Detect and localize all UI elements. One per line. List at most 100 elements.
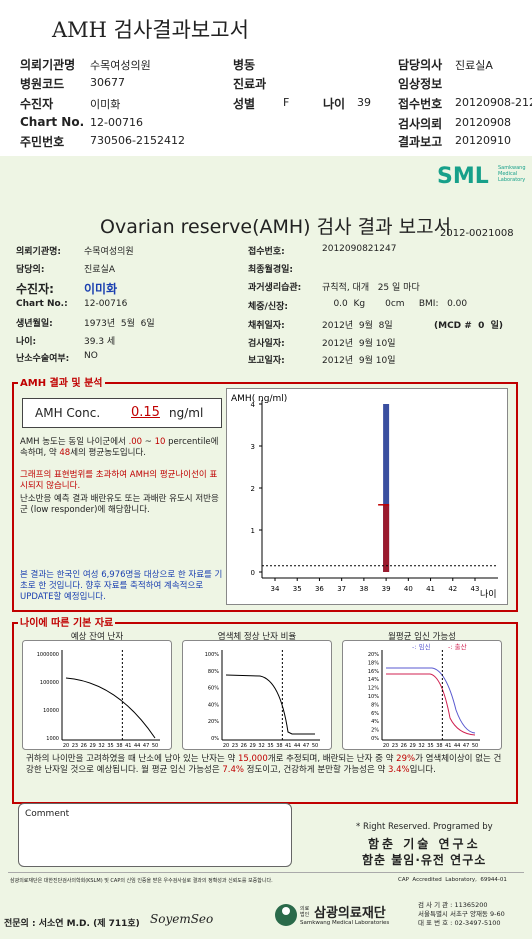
field-label: 수진자: [20, 97, 54, 111]
y-tick-label: 10%: [368, 694, 379, 700]
field-label: 병동: [233, 58, 256, 72]
logo-line: Laboratory: [498, 177, 526, 183]
field-value: F: [283, 96, 290, 109]
y-tick-label: 8%: [371, 702, 379, 708]
x-tick-label: 23: [392, 743, 398, 749]
x-tick-label: 20: [223, 743, 229, 749]
x-tick-label: 36: [315, 585, 324, 593]
curve: [225, 674, 315, 735]
x-tick-label: 38: [359, 585, 368, 593]
field-value: 이미화: [90, 98, 121, 111]
field-value: 20120910: [455, 134, 511, 147]
x-tick-label: 43: [471, 585, 480, 593]
info-label: 채취일자:: [248, 321, 285, 331]
x-tick-label: 23: [72, 743, 78, 749]
x-tick-label: 32: [258, 743, 264, 749]
mini-chart: 100% 80% 60% 40% 20% 0% 20 23 26 29 32 35 38 41 44 47 50: [182, 640, 332, 750]
field-value: 진료실A: [455, 59, 493, 72]
p4: 본 결과는 한국인 여성 6,976명을 대상으로 한 자료를 기초로 한 것입…: [20, 570, 226, 603]
y-tick-label: 12%: [368, 686, 379, 692]
field-label: 검사의뢰: [398, 117, 443, 131]
field-value: 39: [357, 96, 371, 109]
text-run: .00: [128, 437, 143, 447]
field-label: 나이: [323, 97, 346, 111]
x-tick-label: 41: [445, 743, 451, 749]
range-bar: [383, 504, 390, 572]
signature: SoyemSeo: [150, 912, 214, 926]
legend-entry: -: 임신: [412, 642, 431, 651]
y-tick-label: 80%: [208, 669, 219, 675]
credit: * Right Reserved. Programed by: [356, 822, 493, 832]
y-tick-label: 2%: [371, 728, 379, 734]
mini-title: 월평균 임신 가능성: [388, 632, 456, 642]
field-label: 성별: [233, 97, 256, 111]
org-logo: [275, 904, 297, 926]
field-label: 의뢰기관명: [20, 58, 76, 72]
text-run: 세의 평균농도입니다.: [70, 448, 147, 458]
cap: CAP Accredited Laboratory, 69944-01: [398, 877, 507, 883]
info-value: 2012년 9월 8일: [322, 321, 393, 331]
info-label: 나이:: [16, 337, 37, 347]
y-tick-label: 4%: [371, 719, 379, 725]
credit: 함춘 불임·유전 연구소: [362, 853, 487, 867]
info-label: 난소수술여부:: [16, 354, 70, 364]
text-run: 가 염색체이상이 없는 건강한 난자일 것으로 예상됩니다. 월 평균 임신 가…: [26, 754, 502, 775]
text-run: percentile에 속하며, 약: [20, 437, 219, 458]
text-run: 7.4%: [222, 765, 244, 775]
x-tick-label: 47: [463, 743, 469, 749]
p2: 그래프의 표현범위를 초과하여 AMH의 평균나이선이 표시되지 않습니다.: [20, 470, 222, 492]
x-tick-label: 39: [382, 585, 391, 593]
text-run: 난소반응 예측 결과 배란유도 또는 과배란 유도시 저반응군 (low res…: [20, 494, 219, 515]
field-label: 임상정보: [398, 77, 443, 91]
chart-frame: [226, 388, 508, 605]
y-tick-label: 18%: [368, 660, 379, 666]
x-tick-label: 47: [143, 743, 149, 749]
info-label: Chart No.:: [16, 299, 68, 309]
org-prefix: 의료법인: [300, 906, 310, 918]
info-label: 접수번호:: [248, 247, 285, 257]
org: 삼광의료재단: [314, 906, 386, 921]
y-tick-label: 100000: [40, 680, 59, 686]
analysis-box: [12, 382, 518, 612]
info-label: 수진자:: [16, 282, 54, 296]
conc-value: 0.15: [131, 405, 160, 420]
y-tick-label: 14%: [368, 677, 379, 683]
logo-line: Samkwang: [498, 165, 526, 171]
text-run: ~: [142, 437, 155, 447]
org-en: Samkwang Medical Laboratories: [300, 920, 390, 926]
doctor: 전문의 : 서소연 M.D. (제 711호): [4, 919, 140, 929]
field-label: 결과보고: [398, 135, 443, 149]
info-label: 최종월경일:: [248, 265, 293, 275]
info-label: 보고일자:: [248, 356, 285, 366]
field-label: 접수번호: [398, 97, 443, 111]
text-run: AMH 농도는 동일 나이군에서: [20, 437, 129, 447]
field-value: 30677: [90, 76, 125, 89]
legend-entry: -: 출산: [448, 642, 467, 651]
report: SML Samkwang Medical Laboratory Ovarian re…: [0, 156, 532, 939]
text-run: 15,000: [238, 754, 268, 764]
logo-sub: Samkwang Medical Laboratory: [498, 165, 526, 183]
field-label: 진료과: [233, 77, 267, 91]
contact-line: 대 표 번 호 : 02-3497-5100: [418, 919, 501, 927]
y-tick-label: 3: [251, 443, 255, 451]
curve: [65, 677, 156, 739]
p1: AMH 농도는 동일 나이군에서 .00 ~ 10 percentile에 속하…: [20, 437, 222, 459]
range-bar: [383, 404, 390, 572]
y-axis-label: AMH( ng/ml): [231, 394, 287, 404]
info-value: 2012년 9월 10일: [322, 356, 396, 366]
x-tick-label: 35: [293, 585, 302, 593]
x-tick-label: 41: [125, 743, 131, 749]
x-tick-label: 35: [267, 743, 273, 749]
y-tick-label: 1000000: [37, 652, 59, 658]
x-tick-label: 50: [312, 743, 318, 749]
x-tick-label: 26: [241, 743, 247, 749]
x-tick-label: 26: [401, 743, 407, 749]
info-value: 진료실A: [84, 265, 115, 275]
field-value: 수목여성의원: [90, 59, 151, 72]
comment-label: Comment: [25, 809, 70, 819]
y-tick-label: 20%: [368, 652, 379, 658]
mini-chart: 20% 18% 16% 14% 12% 10% 8% 6% 4% 2% 0% 20 23 26 29 32 35…: [342, 640, 502, 750]
field-label: 주민번호: [20, 135, 65, 149]
field-value: 20120908-2124: [455, 96, 532, 109]
